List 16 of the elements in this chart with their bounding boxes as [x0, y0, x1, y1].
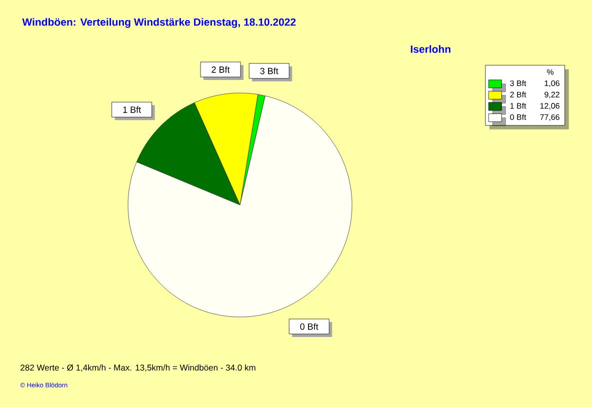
legend-label: 3 Bft: [510, 80, 526, 86]
legend-label: 0 Bft: [510, 114, 526, 120]
legend-label: 2 Bft: [510, 92, 526, 98]
chart-title: Windböen: Verteilung Windstärke Dienstag, 18.10.2022: [22, 18, 296, 28]
legend-label: 1 Bft: [510, 102, 526, 109]
slice-label: 3 Bft: [260, 68, 278, 74]
data-label: 77,66: [540, 114, 560, 121]
slice-label: 1 Bft: [123, 106, 141, 113]
text: 282 Werte - Ø 1,4km/h - Max. 13,5km/h = Windböen - 34.0 km: [20, 364, 256, 372]
chart-subtitle: Iserlohn: [410, 45, 450, 53]
data-label: 1,06: [544, 80, 560, 88]
data-label: 12,06: [540, 103, 560, 110]
data-label: 9,22: [544, 92, 560, 98]
slice-label: 2 Bft: [212, 66, 230, 73]
legend-title: %: [546, 69, 554, 75]
slice-label: 0 Bft: [300, 323, 318, 330]
